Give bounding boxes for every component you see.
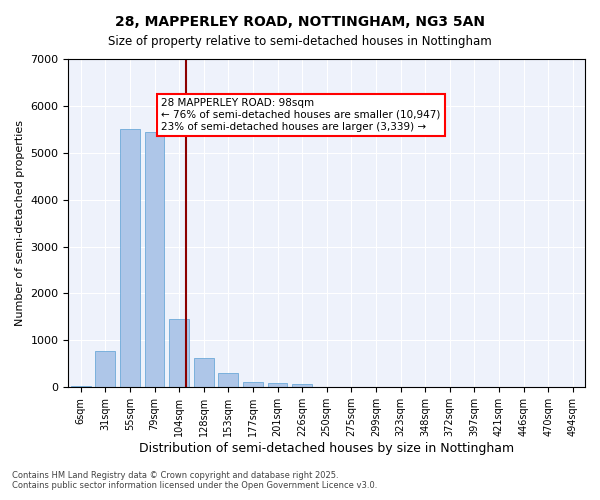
Text: Size of property relative to semi-detached houses in Nottingham: Size of property relative to semi-detach…	[108, 35, 492, 48]
Bar	[194, 358, 214, 387]
Bar	[71, 386, 91, 387]
Bar	[243, 382, 263, 387]
Text: 28, MAPPERLEY ROAD, NOTTINGHAM, NG3 5AN: 28, MAPPERLEY ROAD, NOTTINGHAM, NG3 5AN	[115, 15, 485, 29]
Bar	[169, 319, 189, 387]
Bar	[268, 384, 287, 387]
Bar	[95, 350, 115, 387]
Text: 28 MAPPERLEY ROAD: 98sqm
← 76% of semi-detached houses are smaller (10,947)
23% : 28 MAPPERLEY ROAD: 98sqm ← 76% of semi-d…	[161, 98, 441, 132]
Bar	[120, 130, 140, 387]
X-axis label: Distribution of semi-detached houses by size in Nottingham: Distribution of semi-detached houses by …	[139, 442, 514, 455]
Bar	[218, 373, 238, 387]
Bar	[292, 384, 312, 387]
Text: Contains HM Land Registry data © Crown copyright and database right 2025.
Contai: Contains HM Land Registry data © Crown c…	[12, 470, 377, 490]
Y-axis label: Number of semi-detached properties: Number of semi-detached properties	[15, 120, 25, 326]
Bar	[145, 132, 164, 387]
